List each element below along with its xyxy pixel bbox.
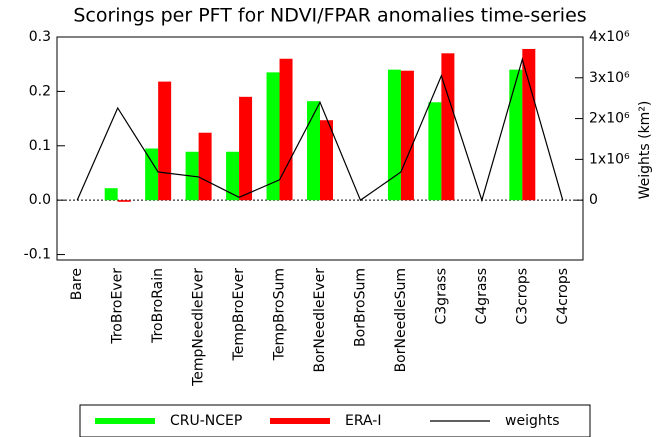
x-tick-label: C4grass bbox=[474, 268, 490, 325]
x-tick-label: TempBroSum bbox=[272, 268, 288, 361]
x-tick-label: C4crops bbox=[555, 268, 571, 325]
x-tick-label: BorBroSum bbox=[352, 268, 368, 347]
bar bbox=[198, 132, 212, 201]
x-tick-label: TroBroRain bbox=[150, 268, 166, 344]
bar bbox=[522, 48, 536, 201]
legend-label: weights bbox=[505, 413, 560, 429]
bar bbox=[307, 101, 320, 201]
y-tick-label: 0.0 bbox=[29, 192, 51, 208]
x-tick-label: TempBroEver bbox=[231, 268, 247, 362]
x-tick-label: C3grass bbox=[433, 268, 449, 325]
legend-label: CRU-NCEP bbox=[170, 413, 242, 429]
x-tick-label: C3crops bbox=[514, 268, 530, 325]
y2-tick-label: 3x10⁶ bbox=[589, 70, 630, 86]
chart-title: Scorings per PFT for NDVI/FPAR anomalies… bbox=[73, 5, 586, 27]
bar bbox=[279, 58, 293, 201]
x-tick-label: BorNeedleSum bbox=[393, 268, 409, 372]
y2-tick-label: 1x10⁶ bbox=[589, 151, 630, 167]
bar bbox=[509, 69, 523, 201]
bar bbox=[320, 120, 333, 201]
x-tick-label: TroBroEver bbox=[110, 268, 126, 345]
bar bbox=[266, 72, 280, 201]
bar bbox=[441, 53, 455, 201]
bar bbox=[145, 148, 159, 201]
legend-label: ERA-I bbox=[345, 413, 381, 429]
bar bbox=[239, 96, 253, 201]
plot-frame bbox=[56, 36, 584, 261]
x-tick-label: BorNeedleEver bbox=[312, 268, 328, 373]
weights-line bbox=[76, 57, 564, 203]
y2-axis-label: Weights (km²) bbox=[637, 101, 653, 200]
y-tick-label: 0.3 bbox=[29, 29, 51, 45]
x-tick-label: TempNeedleEver bbox=[191, 268, 207, 387]
bar bbox=[226, 151, 240, 201]
bar bbox=[158, 81, 172, 201]
bar bbox=[387, 69, 401, 201]
y-tick-label: 0.1 bbox=[29, 138, 51, 154]
y-tick-label: 0.2 bbox=[29, 83, 51, 99]
bar bbox=[117, 200, 131, 202]
y-tick-label: -0.1 bbox=[24, 247, 51, 263]
y2-tick-label: 4x10⁶ bbox=[589, 29, 630, 45]
y2-tick-label: 0 bbox=[589, 192, 598, 208]
bar bbox=[428, 102, 442, 201]
legend-box bbox=[79, 404, 591, 437]
bar bbox=[104, 188, 118, 201]
y2-tick-label: 2x10⁶ bbox=[589, 111, 630, 127]
bar bbox=[400, 70, 414, 201]
x-tick-label: Bare bbox=[69, 268, 85, 300]
